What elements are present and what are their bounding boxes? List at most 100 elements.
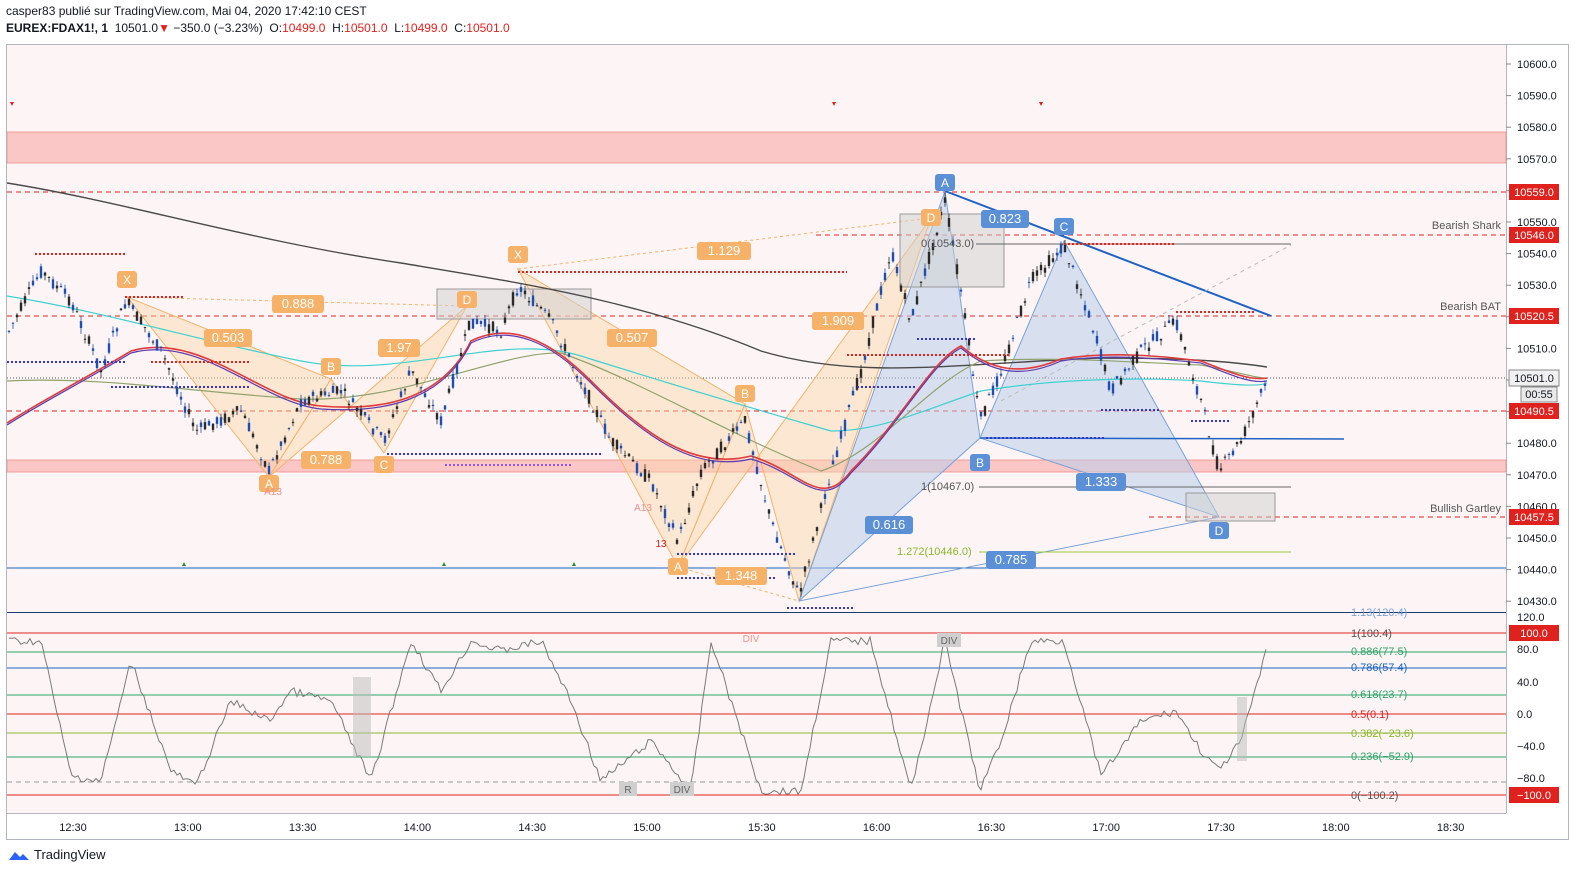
candle-body (99, 370, 103, 373)
time-tick-label: 13:30 (289, 822, 317, 834)
badge-10520: 10520.5 (1514, 311, 1554, 323)
candle-body (723, 447, 727, 451)
support-line[interactable] (979, 437, 1345, 440)
label-bearish-bat: Bearish BAT (1440, 301, 1501, 313)
candle-body (1211, 445, 1215, 455)
candle-body (787, 571, 791, 576)
chart-frame[interactable]: 0.888 0.503 0.788 1.97 1.129 0.507 1.909… (6, 44, 1569, 840)
candle-body (459, 352, 463, 357)
candle-body (243, 415, 247, 419)
candle-body (995, 376, 999, 387)
price-tick-label: 10530.0 (1517, 280, 1557, 292)
candle-body (1099, 349, 1103, 361)
a13-label-1: A13 (264, 487, 282, 498)
ratio-0503: 0.503 (212, 330, 245, 345)
candle-body (707, 460, 711, 462)
candle-body (235, 406, 239, 411)
price-axis[interactable]: 10600.010590.010580.010570.010560.010550… (1506, 59, 1557, 608)
candle-body (27, 287, 31, 289)
time-tick-label: 15:00 (633, 822, 661, 834)
candle-body (935, 232, 939, 235)
pt-c1-bg (374, 456, 394, 473)
candle-body (1239, 441, 1243, 444)
candle-body (583, 387, 587, 395)
badge-10457-bg (1509, 509, 1559, 525)
candle-body (271, 459, 275, 461)
candle-body (543, 309, 547, 311)
badge-timer: 00:55 (1525, 389, 1553, 401)
div-1: DIV (941, 636, 958, 647)
candle-body (147, 333, 151, 338)
candle-body (115, 328, 119, 332)
candle-body (1247, 421, 1251, 423)
open-value: 10499.0 (282, 21, 326, 35)
candle-body (863, 355, 867, 360)
price-pane[interactable] (7, 45, 1506, 612)
osc-shade-2 (1237, 697, 1247, 761)
badge-10546-bg (1509, 227, 1559, 243)
candle-body (95, 358, 99, 369)
label-bullish-gartley: Bullish Gartley (1430, 503, 1501, 515)
fib-label-1272: 1.272(10446.0) (897, 546, 972, 558)
chart-svg[interactable]: 0.888 0.503 0.788 1.97 1.129 0.507 1.909… (6, 45, 1570, 841)
candle-body (59, 285, 63, 288)
candle-body (1195, 386, 1199, 395)
candle-body (547, 313, 551, 317)
candle-body (607, 436, 611, 438)
candle-body (875, 303, 879, 311)
candle-body (415, 378, 419, 385)
osc-axis[interactable]: 120.0 80.0 40.0 0.0 −40.0 −80.0 (1517, 612, 1545, 785)
count-13-label: 13 (655, 539, 667, 550)
candle-body (295, 408, 299, 412)
marker-2 (832, 102, 836, 106)
osc-fib-0618: 0.618(23.7) (1351, 689, 1407, 701)
pt-a3: A (941, 176, 949, 190)
candle-body (111, 330, 115, 333)
candle-body (67, 296, 71, 306)
candle-body (407, 370, 411, 376)
candle-body (899, 285, 903, 292)
pt-a3-bg (935, 174, 955, 191)
candle-body (903, 293, 907, 299)
resistance-zone (6, 131, 1507, 164)
tradingview-logo[interactable]: TradingView (8, 847, 106, 862)
candle-body (1251, 411, 1255, 418)
candle-body (391, 414, 395, 418)
candle-body (451, 374, 455, 388)
candle-body (991, 385, 995, 396)
badge-10501: 10501.0 (1514, 373, 1554, 385)
candle-body (771, 522, 775, 525)
candle-body (1031, 271, 1035, 282)
candle-body (515, 293, 519, 296)
candle-body (175, 386, 179, 395)
time-tick-label: 15:30 (748, 822, 776, 834)
ratio-1909: 1.909 (822, 313, 855, 328)
candle-body (1179, 334, 1183, 341)
candle-body (207, 421, 211, 426)
candlestick-series[interactable] (7, 192, 1267, 597)
candle-body (1103, 364, 1107, 372)
ratio-1909-bg (812, 312, 864, 330)
candle-body (867, 337, 871, 346)
time-axis[interactable]: 12:30 13:00 13:30 14:00 14:30 15:00 15:30 16:00… (59, 822, 1464, 834)
candle-body (1047, 255, 1051, 267)
symbol-label[interactable]: EUREX:FDAX1!, 1 (6, 21, 109, 35)
candle-body (835, 450, 839, 457)
osc-tick-label: −80.0 (1517, 773, 1545, 785)
candle-body (211, 423, 215, 430)
candle-body (659, 505, 663, 508)
candle-body (351, 398, 355, 403)
candle-body (955, 264, 959, 275)
candle-body (1039, 264, 1043, 271)
time-tick-label: 17:00 (1092, 822, 1120, 834)
candle-body (551, 318, 555, 321)
candle-body (183, 406, 187, 413)
candle-body (847, 404, 851, 408)
candle-body (807, 561, 811, 563)
candle-body (371, 428, 375, 435)
candle-body (731, 428, 735, 432)
candle-body (43, 272, 47, 276)
candle-body (811, 537, 815, 541)
candle-body (467, 320, 471, 330)
osc-fib-labels: 1.13(120.4) 1(100.4) 0.886(77.5) 0.786(5… (1351, 607, 1414, 802)
